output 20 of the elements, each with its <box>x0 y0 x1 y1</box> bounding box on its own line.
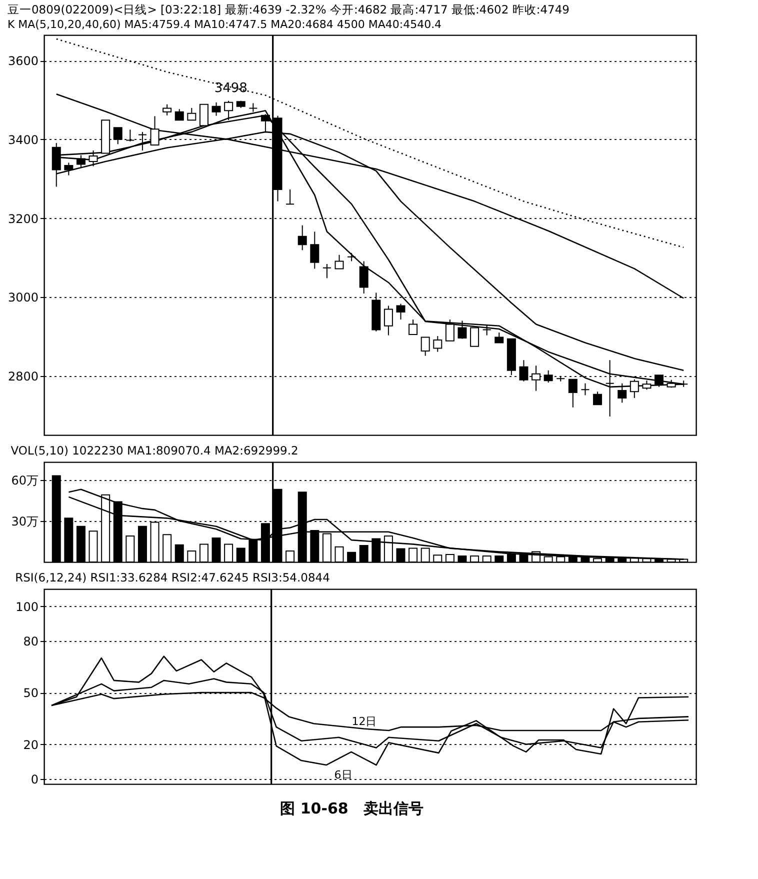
y-tick-label: 60万 <box>11 473 38 488</box>
chart-title: RSI(6,12,24) RSI1:33.6284 RSI2:47.6245 RSI3:54.0844 <box>15 570 330 585</box>
y-tick-label: 3000 <box>8 290 38 305</box>
y-tick-label: 0 <box>30 772 38 786</box>
series-label: 12日 <box>352 714 377 728</box>
y-tick-label: 100 <box>16 600 38 614</box>
series-label: 6日 <box>334 768 352 782</box>
chart-subtitle: K MA(5,10,20,40,60) MA5:4759.4 MA10:4747.5 MA20:4684 4500 MA40:4540.4 <box>7 18 442 32</box>
y-tick-label: 3200 <box>8 212 38 226</box>
y-tick-label: 2800 <box>8 369 38 384</box>
y-tick-label: 20 <box>23 738 38 752</box>
y-tick-label: 3400 <box>8 132 38 147</box>
annotation: 3498 <box>214 80 248 96</box>
chart-title: VOL(5,10) 1022230 MA1:809070.4 MA2:692999.2 <box>10 444 298 458</box>
y-tick-label: 3600 <box>8 54 38 68</box>
chart-title: 豆一0809(022009)<日线> [03:22:18] 最新:4639 -2.32% 今开:4682 最高:4717 最低:4602 昨收:4749 <box>7 2 570 17</box>
y-tick-label: 30万 <box>11 514 38 528</box>
caption: 图 10-68 卖出信号 <box>280 799 424 818</box>
y-tick-label: 50 <box>23 686 38 700</box>
y-tick-label: 80 <box>23 634 38 648</box>
